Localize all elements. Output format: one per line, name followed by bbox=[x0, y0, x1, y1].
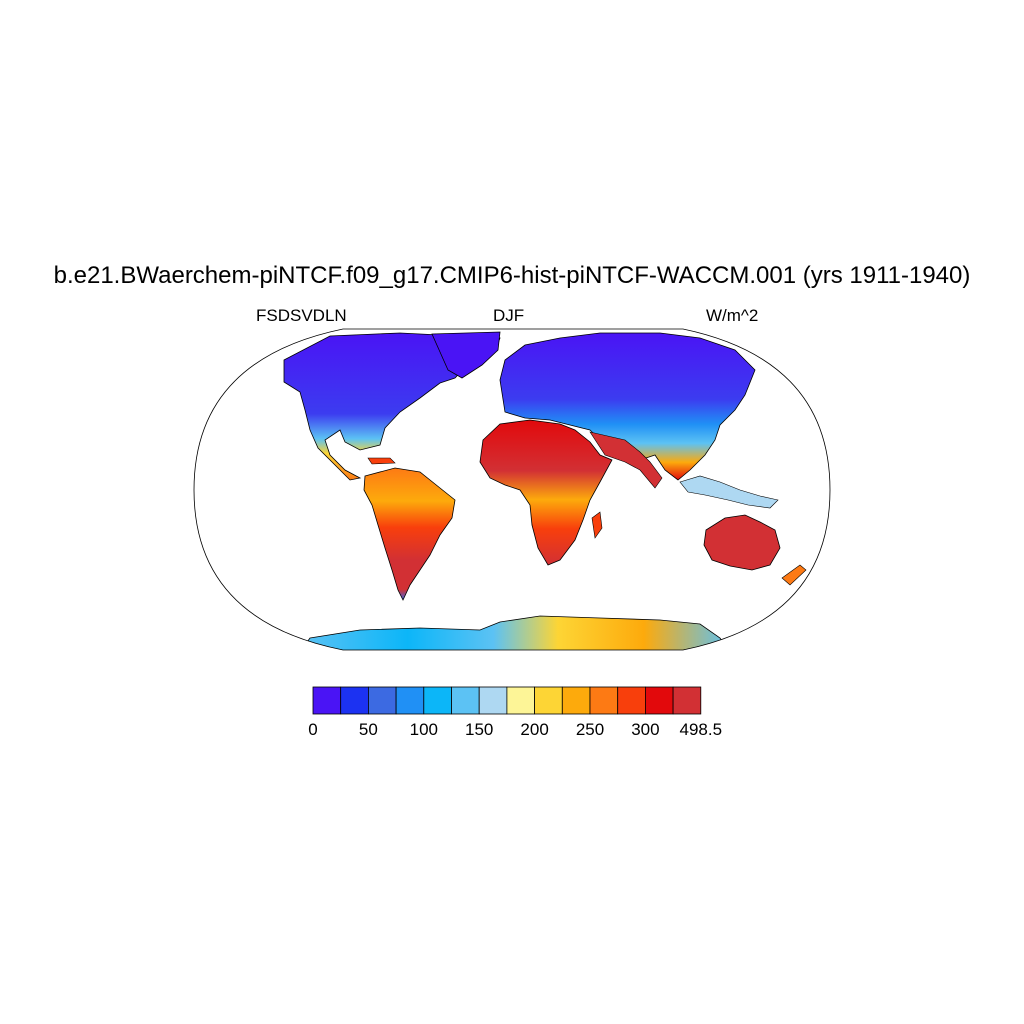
colorbar-swatch bbox=[506, 686, 535, 715]
colorbar-swatch bbox=[423, 686, 452, 715]
colorbar-swatch bbox=[672, 686, 702, 715]
colorbar-tick-label: 150 bbox=[465, 720, 494, 739]
africa bbox=[479, 419, 613, 566]
colorbar-tick-label: 250 bbox=[575, 720, 605, 739]
colorbar-swatch bbox=[451, 686, 480, 715]
colorbar-tick-label: 0 bbox=[308, 720, 318, 739]
colorbar-swatch bbox=[395, 686, 425, 715]
antarctica bbox=[299, 615, 731, 650]
caribbean bbox=[367, 457, 396, 465]
plot-title: b.e21.BWaerchem-piNTCF.f09_g17.CMIP6-his… bbox=[53, 262, 971, 289]
colorbar-swatch bbox=[645, 686, 674, 715]
colorbar-swatch bbox=[312, 686, 342, 715]
colorbar-tick-label: 100 bbox=[409, 720, 438, 739]
colorbar-tick-label: 50 bbox=[358, 720, 378, 739]
colorbar-swatch bbox=[340, 686, 369, 715]
greenland bbox=[431, 331, 501, 379]
new-zealand bbox=[781, 564, 807, 586]
madagascar bbox=[591, 511, 603, 539]
colorbar-swatch bbox=[478, 686, 508, 715]
colorbar bbox=[312, 686, 702, 715]
colorbar-swatch bbox=[617, 686, 646, 715]
colorbar-tick-label: 200 bbox=[520, 720, 549, 739]
colorbar-tick-label: 498.5 bbox=[679, 720, 723, 739]
australia bbox=[703, 514, 781, 571]
colorbar-swatch bbox=[561, 686, 591, 715]
map-outline bbox=[193, 328, 831, 651]
colorbar-tick-label: 300 bbox=[631, 720, 660, 739]
eurasia bbox=[499, 332, 756, 481]
colorbar-swatch bbox=[367, 686, 397, 715]
colorbar-swatch bbox=[589, 686, 619, 715]
units-label: W/m^2 bbox=[706, 306, 759, 325]
colorbar-swatch bbox=[534, 686, 563, 715]
season-label: DJF bbox=[493, 306, 525, 325]
south-america bbox=[363, 467, 456, 601]
se-asia-islands bbox=[679, 475, 779, 509]
arabia-india bbox=[589, 431, 663, 489]
variable-name: FSDSVDLN bbox=[256, 306, 347, 325]
